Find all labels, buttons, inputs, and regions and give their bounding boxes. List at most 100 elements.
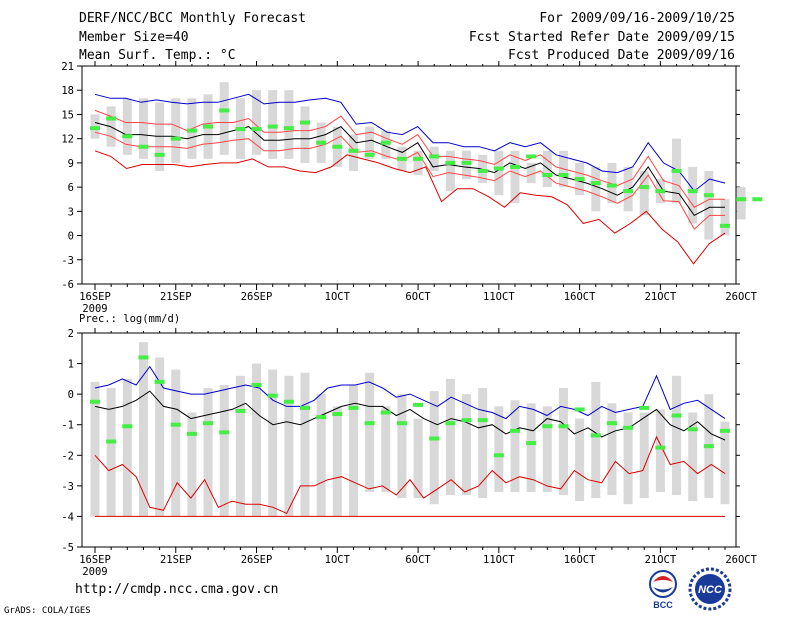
- ensemble-box: [381, 130, 391, 159]
- forecast-started-date: Fcst Started Refer Date 2009/09/15: [468, 30, 735, 45]
- ensemble-box: [494, 406, 504, 492]
- observed-marker: [364, 421, 375, 426]
- ensemble-box: [591, 166, 601, 212]
- ensemble-box: [300, 372, 310, 517]
- observed-marker: [396, 156, 407, 161]
- ensemble-box: [720, 421, 730, 505]
- observed-marker: [186, 431, 197, 436]
- observed-marker: [364, 152, 375, 157]
- observed-marker: [267, 393, 278, 398]
- x-tick-label: 16OCT: [564, 554, 596, 566]
- observed-marker: [170, 136, 181, 141]
- ensemble-box: [510, 400, 520, 492]
- observed-marker: [316, 140, 327, 145]
- ensemble-box: [623, 412, 633, 505]
- observed-marker: [671, 168, 682, 173]
- footer-url[interactable]: http://cmdp.ncc.cma.gov.cn: [75, 582, 279, 597]
- ensemble-box: [736, 187, 746, 220]
- x-tick-label: 26SEP: [241, 554, 273, 566]
- x-year-label: 2009: [82, 566, 107, 578]
- x-tick-label: 11OCT: [483, 554, 515, 566]
- observed-marker: [590, 433, 601, 438]
- observed-marker: [574, 177, 585, 182]
- member-size-label: Member Size=40: [79, 30, 189, 45]
- x-tick-label: 26OCT: [725, 554, 757, 566]
- observed-marker: [251, 126, 262, 131]
- observed-marker: [267, 124, 278, 129]
- ensemble-box: [332, 406, 342, 517]
- ensemble-box: [526, 162, 536, 184]
- y-tick-label: 2: [68, 328, 74, 340]
- ensemble-box: [429, 146, 439, 171]
- observed-marker: [348, 405, 359, 410]
- x-tick-label: 11OCT: [483, 291, 515, 303]
- ensemble-box: [639, 170, 649, 216]
- inner-upper-line: [94, 109, 725, 208]
- ncc-logo-text: NCC: [698, 584, 723, 596]
- ensemble-box: [155, 357, 165, 517]
- observed-marker: [283, 399, 294, 404]
- y-tick-label: 0: [68, 231, 74, 243]
- ensemble-box: [122, 378, 132, 517]
- observed-marker: [493, 453, 504, 458]
- ensemble-box: [171, 98, 181, 163]
- ensemble-box: [252, 90, 262, 155]
- forecast-produced-date: Fcst Produced Date 2009/09/16: [508, 48, 735, 63]
- observed-marker: [639, 405, 650, 410]
- ensemble-box: [284, 375, 294, 517]
- observed-marker: [493, 166, 504, 171]
- ensemble-box: [316, 394, 326, 517]
- observed-marker: [752, 197, 763, 202]
- observed-marker: [429, 154, 440, 159]
- ensemble-box: [235, 375, 245, 517]
- ensemble-box: [413, 150, 423, 175]
- upper-bound-line: [94, 365, 726, 420]
- observed-marker: [558, 173, 569, 177]
- x-tick-label: 16SEP: [79, 554, 111, 566]
- observed-marker: [122, 424, 133, 429]
- observed-marker: [380, 140, 391, 145]
- ensemble-box: [122, 98, 132, 155]
- panel-0-frame: [81, 65, 737, 285]
- observed-marker: [219, 430, 230, 435]
- lower-bound-line: [94, 150, 726, 265]
- ensemble-box: [187, 412, 197, 517]
- observed-marker: [720, 223, 730, 228]
- observed-marker: [542, 173, 553, 177]
- ensemble-box: [413, 418, 423, 499]
- ensemble-box: [445, 150, 455, 192]
- ensemble-box: [348, 134, 358, 171]
- observed-marker: [429, 436, 440, 441]
- ensemble-mean-line: [94, 390, 726, 441]
- observed-marker: [720, 428, 730, 433]
- ensemble-box: [429, 391, 439, 505]
- variable-label: Mean Surf. Temp.: °C: [79, 48, 236, 63]
- observed-marker: [687, 189, 698, 194]
- observed-marker: [90, 399, 100, 404]
- observed-marker: [655, 189, 666, 194]
- ensemble-box: [445, 378, 455, 496]
- ensemble-box: [381, 406, 391, 492]
- observed-marker: [703, 193, 714, 198]
- ensemble-box: [268, 90, 278, 159]
- observed-marker: [623, 189, 634, 194]
- observed-marker: [606, 421, 617, 426]
- ensemble-box: [268, 369, 278, 517]
- x-tick-label: 21SEP: [160, 554, 192, 566]
- ensemble-box: [462, 394, 472, 496]
- observed-marker: [461, 418, 472, 423]
- x-tick-label: 6OCT: [405, 291, 431, 303]
- ncc-logo: NCC: [688, 567, 732, 611]
- observed-marker: [574, 407, 585, 412]
- y-tick-label: -2: [61, 450, 74, 462]
- ensemble-box: [365, 126, 375, 159]
- x-tick-label: 26OCT: [725, 291, 757, 303]
- observed-marker: [445, 160, 456, 165]
- observed-marker: [413, 402, 424, 407]
- observed-marker: [90, 126, 100, 131]
- observed-marker: [623, 425, 634, 430]
- observed-marker: [300, 405, 310, 410]
- ensemble-box: [607, 162, 617, 204]
- y-tick-label: 1: [68, 359, 74, 371]
